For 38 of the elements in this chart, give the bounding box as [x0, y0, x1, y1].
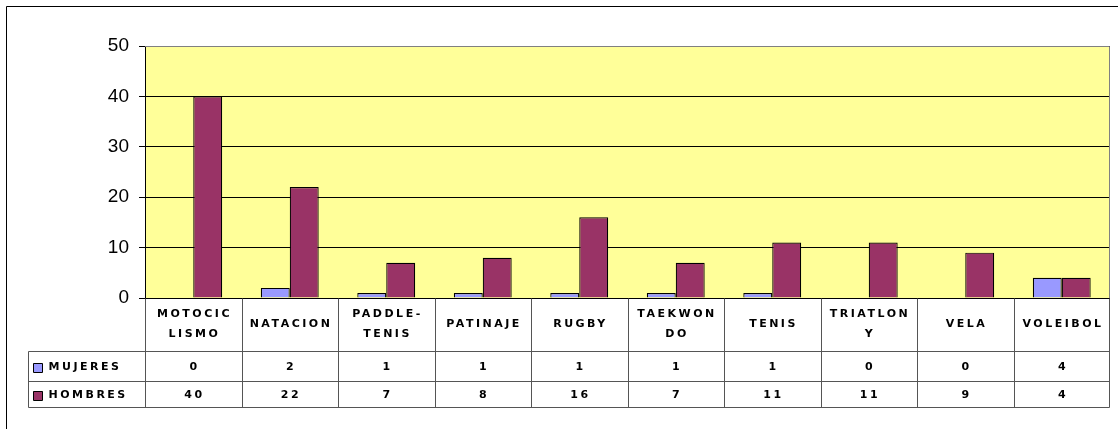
x-tick-label: RUGBY: [553, 316, 608, 330]
data-label: 8: [478, 388, 490, 402]
y-tick-label: 0: [118, 286, 129, 308]
data-label: 4: [1057, 360, 1069, 374]
data-label: 1: [575, 360, 586, 374]
legend-label: MUJERES: [48, 360, 122, 374]
data-label: 22: [280, 388, 302, 402]
data-label: 40: [184, 388, 205, 402]
data-label: 16: [570, 388, 591, 402]
y-tick-label: 10: [107, 235, 129, 257]
y-tick-label: 30: [107, 135, 129, 157]
data-label: 0: [864, 360, 876, 374]
data-label: 11: [763, 388, 784, 402]
data-label: 11: [859, 388, 881, 402]
x-tick-label: MOTOCICLISMO: [157, 306, 232, 340]
data-label: 0: [189, 360, 200, 374]
data-label: 4: [1057, 388, 1069, 402]
x-tick-label: NATACION: [249, 316, 333, 330]
data-label: 0: [961, 360, 972, 374]
data-label: 9: [961, 388, 972, 402]
data-label: 7: [382, 388, 393, 402]
legend-label: HOMBRES: [48, 388, 128, 402]
x-tick-label: VOLEIBOL: [1022, 316, 1104, 330]
x-tick-label: PADDLE-TENIS: [352, 306, 423, 340]
y-tick-label: 50: [107, 34, 129, 56]
y-tick-label: 40: [107, 84, 129, 106]
data-label: 1: [768, 360, 779, 374]
data-label: 2: [285, 360, 297, 374]
x-tick-label: TENIS: [749, 316, 798, 330]
data-label: 1: [382, 360, 393, 374]
x-tick-label: TRIATLONY: [829, 306, 911, 340]
y-tick-label: 20: [107, 185, 129, 207]
x-tick-label: TAEKWONDO: [637, 306, 717, 340]
data-label: 1: [671, 360, 683, 374]
data-label: 1: [478, 360, 490, 374]
x-tick-label: PATINAJE: [446, 316, 522, 330]
data-label: 7: [671, 388, 683, 402]
x-tick-label: VELA: [945, 316, 988, 330]
